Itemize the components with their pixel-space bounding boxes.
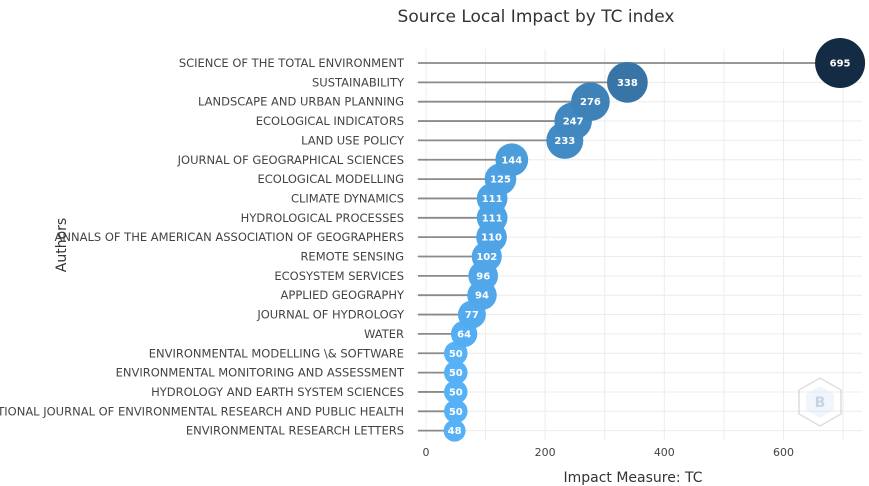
data-label: 111	[482, 194, 503, 205]
category-label: INTERNATIONAL JOURNAL OF ENVIRONMENTAL R…	[0, 404, 404, 418]
x-tick-label: 400	[654, 446, 675, 459]
data-point	[495, 143, 529, 177]
category-label: ECOLOGICAL INDICATORS	[256, 114, 404, 128]
data-label: 276	[580, 97, 601, 108]
x-tick-label: 0	[423, 446, 430, 459]
data-label: 50	[449, 407, 463, 418]
data-label: 94	[475, 291, 489, 302]
data-label: 64	[457, 329, 471, 340]
data-label: 77	[465, 310, 479, 321]
data-label: 125	[490, 175, 511, 186]
category-label: ANNALS OF THE AMERICAN ASSOCIATION OF GE…	[55, 230, 404, 244]
category-label: JOURNAL OF GEOGRAPHICAL SCIENCES	[177, 153, 404, 167]
data-label: 50	[449, 368, 463, 379]
x-tick-label: 600	[773, 446, 794, 459]
category-labels: SCIENCE OF THE TOTAL ENVIRONMENT SUSTAINA…	[0, 56, 405, 438]
data-label: 48	[448, 426, 462, 437]
data-point	[607, 61, 648, 103]
category-label: SUSTAINABILITY	[312, 75, 405, 89]
category-label: APPLIED GEOGRAPHY	[281, 288, 405, 302]
data-label: 50	[449, 387, 463, 398]
category-label: ECOLOGICAL MODELLING	[258, 172, 404, 186]
category-label: LAND USE POLICY	[301, 133, 405, 147]
category-label: ENVIRONMENTAL MODELLING \& SOFTWARE	[149, 346, 404, 360]
category-label: JOURNAL OF HYDROLOGY	[256, 308, 405, 322]
data-label: 144	[501, 155, 522, 166]
category-label: REMOTE SENSING	[300, 250, 404, 264]
data-point	[815, 38, 866, 88]
category-label: ENVIRONMENTAL MONITORING AND ASSESSMENT	[116, 366, 405, 380]
data-point	[443, 419, 466, 442]
watermark-logo: B	[798, 377, 842, 427]
category-label: CLIMATE DYNAMICS	[291, 191, 404, 205]
data-label: 233	[554, 136, 575, 147]
data-label: 338	[617, 78, 638, 89]
data-point	[571, 82, 610, 122]
data-point	[444, 360, 468, 385]
category-label: SCIENCE OF THE TOTAL ENVIRONMENT	[179, 56, 405, 70]
data-label: 102	[476, 252, 497, 263]
category-label: ECOSYSTEM SERVICES	[274, 269, 404, 283]
data-label: 247	[563, 117, 584, 128]
svg-text:B: B	[815, 395, 826, 411]
data-label: 50	[449, 349, 463, 360]
data-label: 111	[482, 213, 503, 224]
data-label: 110	[481, 233, 502, 244]
data-label: 695	[830, 59, 851, 70]
data-point	[444, 380, 468, 404]
data-point	[444, 399, 468, 424]
y-axis-title: Authors	[54, 218, 70, 272]
data-points	[443, 38, 866, 442]
category-label: WATER	[364, 327, 404, 341]
category-label: ENVIRONMENTAL RESEARCH LETTERS	[186, 424, 404, 438]
data-point	[444, 341, 468, 366]
data-labels: 695 338 276 247 233 144 125 111 111 110 102 96 94 77 6…	[448, 59, 851, 438]
category-label: LANDSCAPE AND URBAN PLANNING	[198, 95, 404, 109]
category-label: HYDROLOGY AND EARTH SYSTEM SCIENCES	[151, 385, 404, 399]
data-label: 96	[476, 271, 490, 282]
category-label: HYDROLOGICAL PROCESSES	[241, 211, 404, 225]
x-axis-title: Impact Measure: TC	[563, 470, 702, 486]
chart-title: Source Local Impact by TC index	[398, 7, 675, 27]
x-tick-label: 200	[535, 446, 556, 459]
x-tick-labels: 0 200 400 600	[423, 446, 794, 459]
